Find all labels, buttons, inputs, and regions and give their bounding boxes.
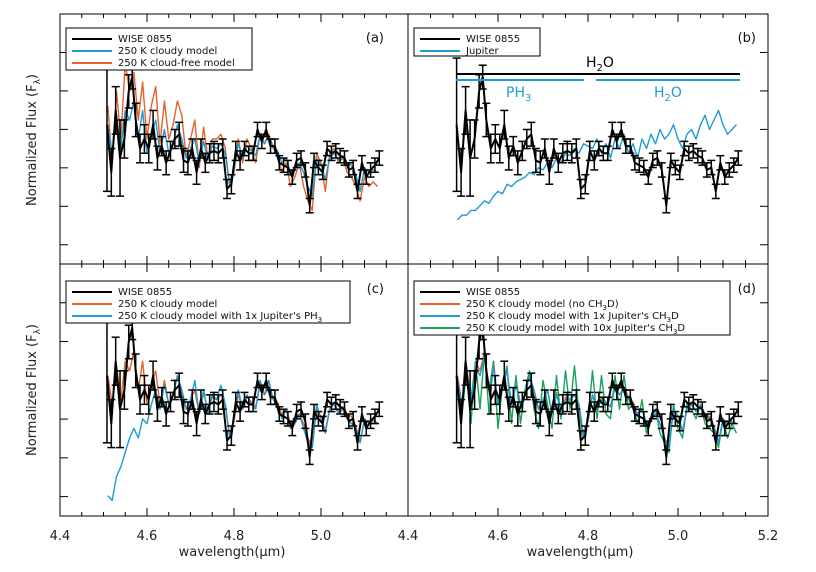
panel-c-ph3-line bbox=[107, 374, 379, 502]
x-tick-label: 5.0 bbox=[311, 529, 332, 544]
legend-a-label-1: 250 K cloudy model bbox=[118, 46, 217, 57]
legend-c-label-1: 250 K cloudy model bbox=[118, 299, 217, 310]
x-tick-label: 4.6 bbox=[488, 529, 509, 544]
y-axis-label-top: Normalized Flux (Fλ) bbox=[25, 74, 43, 206]
panel-a-tag: (a) bbox=[366, 31, 384, 46]
axis-ticks bbox=[59, 14, 769, 516]
x-tick-label: 4.8 bbox=[578, 529, 599, 544]
x-axis-label-left: wavelength(μm) bbox=[179, 545, 286, 560]
x-tick-label: 4.6 bbox=[137, 529, 158, 544]
x-tick-label: 4.4 bbox=[398, 529, 419, 544]
x-tick-label: 5.2 bbox=[758, 529, 779, 544]
panel-a-wise0855-line bbox=[106, 76, 381, 207]
ph3-band-label: PH3 bbox=[506, 85, 531, 104]
x-tick-label: 4.4 bbox=[50, 529, 71, 544]
panel-d-tag: (d) bbox=[738, 282, 756, 297]
x-tick-label: 4.8 bbox=[224, 529, 245, 544]
bands-b: H2O PH3 H2O bbox=[456, 55, 740, 104]
panel-b-wise0855-line bbox=[455, 76, 740, 207]
x-tick-labels: 4.4 4.6 4.8 5.0 4.4 4.6 4.8 5.0 5.2 bbox=[50, 529, 779, 544]
y-axis-label-bottom: Normalized Flux (Fλ) bbox=[25, 324, 43, 456]
h2o-right-band-label: H2O bbox=[654, 85, 682, 104]
legend-d-label-0: WISE 0855 bbox=[466, 287, 520, 298]
panel-d-wise0855-line bbox=[455, 326, 740, 459]
legend-a-label-0: WISE 0855 bbox=[118, 34, 172, 45]
panel-c bbox=[102, 307, 384, 502]
panel-b bbox=[452, 57, 743, 221]
h2o-band-label: H2O bbox=[586, 55, 614, 74]
x-axis-label-right: wavelength(μm) bbox=[527, 545, 634, 560]
legend-b-label-0: WISE 0855 bbox=[466, 34, 520, 45]
legend-d-box bbox=[413, 280, 731, 336]
panel-b-wise0855-series bbox=[452, 57, 743, 214]
legend-c-label-2: 250 K cloudy model with 1x Jupiter's PH3 bbox=[118, 311, 322, 324]
panel-b-jupiter-line bbox=[456, 109, 738, 221]
panel-b-tag: (b) bbox=[738, 31, 756, 46]
panel-a bbox=[102, 57, 384, 214]
panel-c-wise0855-line bbox=[106, 326, 381, 459]
legend-c-box bbox=[65, 280, 351, 324]
x-tick-label: 5.0 bbox=[668, 529, 689, 544]
panel-c-tag: (c) bbox=[367, 282, 384, 297]
legend-d-label-1: 250 K cloudy model (no CH3D) bbox=[466, 299, 619, 312]
legend-b-label-1: Jupiter bbox=[465, 46, 499, 57]
legend-d-label-3: 250 K cloudy model with 10x Jupiter's CH… bbox=[466, 323, 685, 336]
panel-c-wise0855-series bbox=[102, 307, 384, 466]
panel-a-wise0855-series bbox=[102, 57, 384, 214]
panel-a-cloudfree-line bbox=[107, 62, 379, 212]
legend-c-label-0: WISE 0855 bbox=[118, 287, 172, 298]
legend-a-label-2: 250 K cloud-free model bbox=[118, 58, 235, 69]
legend-d-label-2: 250 K cloudy model with 1x Jupiter's CH3… bbox=[466, 311, 679, 324]
